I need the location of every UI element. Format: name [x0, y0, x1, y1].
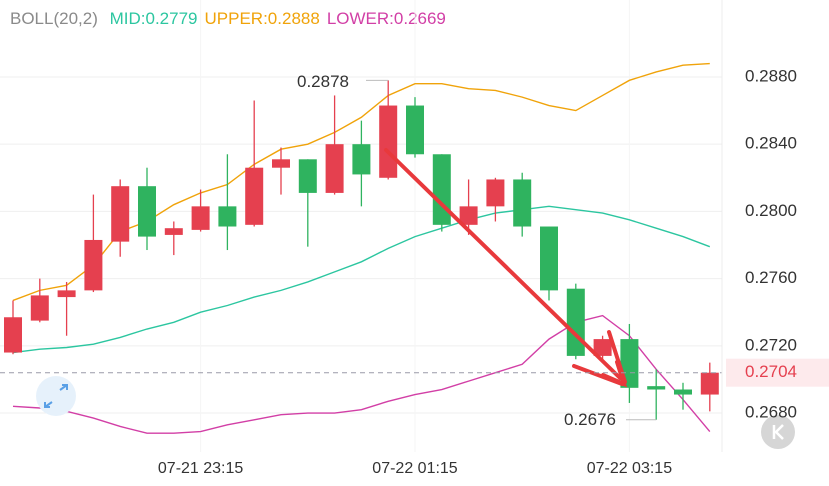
candle-body [57, 290, 76, 298]
candle-body [566, 288, 585, 356]
indicator-label: BOLL(20,2) [10, 9, 98, 28]
arrow-line [384, 148, 622, 380]
last-price-label: 0.2704 [745, 362, 797, 381]
candle-body [111, 186, 130, 242]
candle-body [4, 317, 22, 353]
arrow-line [572, 364, 624, 386]
last-price-box [726, 358, 829, 387]
legend-entry: UPPER:0.2888 [205, 9, 320, 28]
candle-body [352, 144, 371, 175]
candle-body [513, 179, 532, 227]
reset-bg [761, 415, 795, 449]
y-tick-label: 0.2840 [745, 134, 797, 153]
min-label: 0.2676 [564, 410, 616, 429]
candle-body [459, 206, 478, 225]
candle-body [272, 159, 290, 168]
candle-body [674, 389, 692, 395]
candle-body [325, 144, 344, 193]
band-line [12, 314, 711, 434]
y-tick-label: 0.2800 [745, 201, 797, 220]
candle-body [84, 239, 103, 291]
legend-entry: MID:0.2779 [110, 9, 198, 28]
trend-arrows [384, 148, 628, 388]
grid [0, 76, 722, 414]
candles [4, 80, 719, 420]
candle-body [164, 228, 183, 235]
max-label: 0.2878 [297, 72, 349, 91]
expand-icon [44, 384, 68, 408]
y-tick-label: 0.2680 [745, 403, 797, 422]
candle-body [245, 167, 264, 225]
expand-button[interactable] [36, 376, 76, 416]
x-tick-label: 07-21 23:15 [158, 460, 244, 477]
y-tick-label: 0.2760 [745, 268, 797, 287]
x-tick-label: 07-22 03:15 [587, 460, 673, 477]
candle-body [593, 339, 612, 356]
indicator-legend: BOLL(20,2) MID:0.2779 UPPER:0.2888 LOWER:0… [10, 9, 446, 28]
reset-icon [772, 424, 784, 440]
candle-body [298, 159, 317, 193]
candle-body [406, 105, 424, 155]
candle-body [486, 179, 505, 207]
annotations: 0.2878 0.2676 [0, 72, 722, 429]
legend-entry: LOWER:0.2669 [327, 9, 446, 28]
candle-body [218, 206, 237, 227]
expand-bg [36, 376, 76, 416]
y-tick-label: 0.2720 [745, 335, 797, 354]
x-tick-label: 07-22 01:15 [372, 460, 458, 477]
candle-body [30, 295, 49, 321]
candle-body [138, 186, 156, 237]
candle-body [432, 154, 451, 225]
candle-body [700, 372, 719, 395]
arrow-line [607, 330, 627, 384]
y-tick-label: 0.2880 [745, 66, 797, 85]
candle-body [647, 386, 666, 390]
candle-body [379, 105, 398, 178]
candle-body [191, 206, 210, 230]
candle-body [540, 226, 558, 291]
reset-button[interactable] [761, 415, 795, 449]
band-line [12, 205, 711, 354]
